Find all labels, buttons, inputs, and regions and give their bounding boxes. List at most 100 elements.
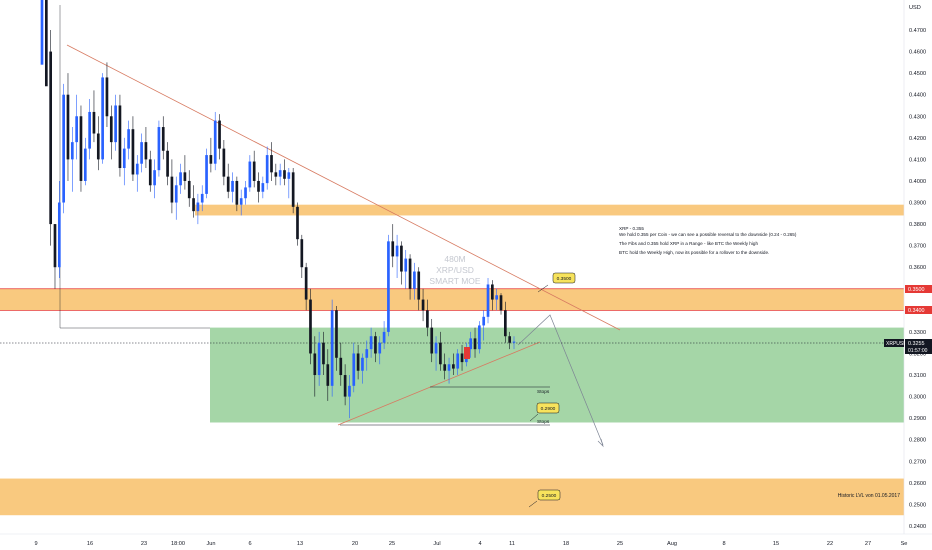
candle-body[interactable] [257, 180, 260, 192]
candle-body[interactable] [495, 295, 499, 300]
candle-body[interactable] [196, 202, 200, 212]
candle-body[interactable] [79, 116, 83, 181]
candle-body[interactable] [148, 159, 152, 186]
candle-body[interactable] [343, 375, 347, 397]
candle-body[interactable] [131, 129, 135, 175]
candle-body[interactable] [161, 127, 165, 151]
candle-body[interactable] [83, 148, 87, 181]
candle-body[interactable] [430, 327, 434, 354]
candle-body[interactable] [456, 353, 460, 369]
candle-body[interactable] [352, 353, 356, 386]
candle-body[interactable] [92, 111, 96, 134]
candle-body[interactable] [283, 170, 286, 179]
candle-body[interactable] [187, 180, 191, 199]
candle-body[interactable] [291, 172, 295, 207]
candle-body[interactable] [408, 258, 412, 289]
candle-body[interactable] [434, 342, 438, 354]
candle-body[interactable] [426, 310, 429, 328]
candle-body[interactable] [421, 299, 425, 311]
candle-body[interactable] [335, 310, 338, 358]
candle-body[interactable] [170, 176, 174, 203]
candle-body[interactable] [491, 284, 494, 300]
candle-body[interactable] [174, 185, 178, 203]
candle-body[interactable] [503, 310, 507, 337]
candle-body[interactable] [287, 172, 291, 179]
candle-body[interactable] [356, 353, 360, 371]
target-label-high[interactable] [552, 272, 576, 284]
candle-body[interactable] [192, 198, 195, 212]
candle-body[interactable] [70, 142, 74, 160]
candle-body[interactable] [322, 342, 325, 365]
candle-body[interactable] [218, 120, 221, 149]
candle-body[interactable] [296, 206, 299, 240]
candle-body[interactable] [144, 142, 148, 160]
candle-body[interactable] [248, 161, 252, 188]
candle-body[interactable] [157, 127, 161, 171]
candle-body[interactable] [75, 116, 78, 143]
candle-body[interactable] [57, 202, 61, 268]
descending-trendline[interactable] [66, 44, 621, 331]
candle-body[interactable] [88, 111, 91, 149]
candle-body[interactable] [473, 338, 477, 350]
candle-body[interactable] [261, 183, 265, 192]
candle-body[interactable] [330, 310, 334, 386]
target-label-mid[interactable] [536, 402, 560, 414]
candle-body[interactable] [469, 338, 473, 350]
candle-body[interactable] [127, 129, 130, 149]
candle-body[interactable] [265, 155, 269, 184]
candle-body[interactable] [239, 198, 243, 205]
candle-body[interactable] [378, 342, 382, 354]
candle-body[interactable] [369, 336, 373, 350]
candle-body[interactable] [317, 342, 321, 376]
candle-body[interactable] [62, 94, 65, 203]
candle-body[interactable] [105, 77, 109, 117]
candle-body[interactable] [135, 163, 139, 175]
candle-body[interactable] [382, 331, 386, 343]
candle-body[interactable] [391, 241, 395, 257]
candle-body[interactable] [49, 51, 53, 225]
candle-body[interactable] [508, 336, 512, 343]
candle-body[interactable] [499, 295, 503, 311]
candle-body[interactable] [413, 271, 416, 289]
candle-body[interactable] [226, 176, 230, 192]
candle-body[interactable] [512, 341, 516, 343]
candle-body[interactable] [235, 180, 239, 205]
candle-body[interactable] [387, 241, 390, 332]
candle-body[interactable] [53, 224, 57, 268]
candle-body[interactable] [348, 385, 351, 397]
candle-body[interactable] [417, 271, 421, 300]
time-axis[interactable] [0, 534, 932, 550]
candle-body[interactable] [114, 105, 117, 143]
candle-body[interactable] [365, 349, 369, 358]
candle-body[interactable] [361, 357, 364, 371]
ascending-trendline[interactable] [337, 341, 541, 426]
candle-body[interactable] [109, 116, 113, 143]
candle-body[interactable] [304, 267, 308, 300]
candle-body[interactable] [452, 364, 455, 369]
target-label-low[interactable] [537, 489, 561, 501]
price-axis[interactable] [904, 0, 932, 550]
candle-body[interactable] [482, 316, 486, 326]
candle-body[interactable] [200, 193, 204, 203]
candle-body[interactable] [179, 172, 182, 186]
projection-path[interactable] [517, 314, 604, 446]
candle-body[interactable] [231, 180, 234, 192]
candle-body[interactable] [447, 364, 451, 371]
candle-body[interactable] [213, 120, 217, 164]
historic-zone[interactable] [0, 478, 904, 516]
resistance-zone-red[interactable] [0, 288, 904, 311]
candle-body[interactable] [326, 364, 330, 386]
candle-body[interactable] [374, 336, 377, 354]
candle-body[interactable] [300, 239, 304, 268]
candle-body[interactable] [313, 353, 317, 376]
candle-body[interactable] [166, 150, 169, 177]
candle-body[interactable] [183, 172, 187, 181]
candle-body[interactable] [40, 0, 44, 65]
candle-body[interactable] [222, 148, 226, 177]
candle-body[interactable] [278, 170, 282, 177]
candle-body[interactable] [339, 357, 343, 376]
candle-body[interactable] [118, 105, 122, 169]
candle-body[interactable] [460, 353, 464, 363]
candle-body[interactable] [274, 172, 278, 177]
